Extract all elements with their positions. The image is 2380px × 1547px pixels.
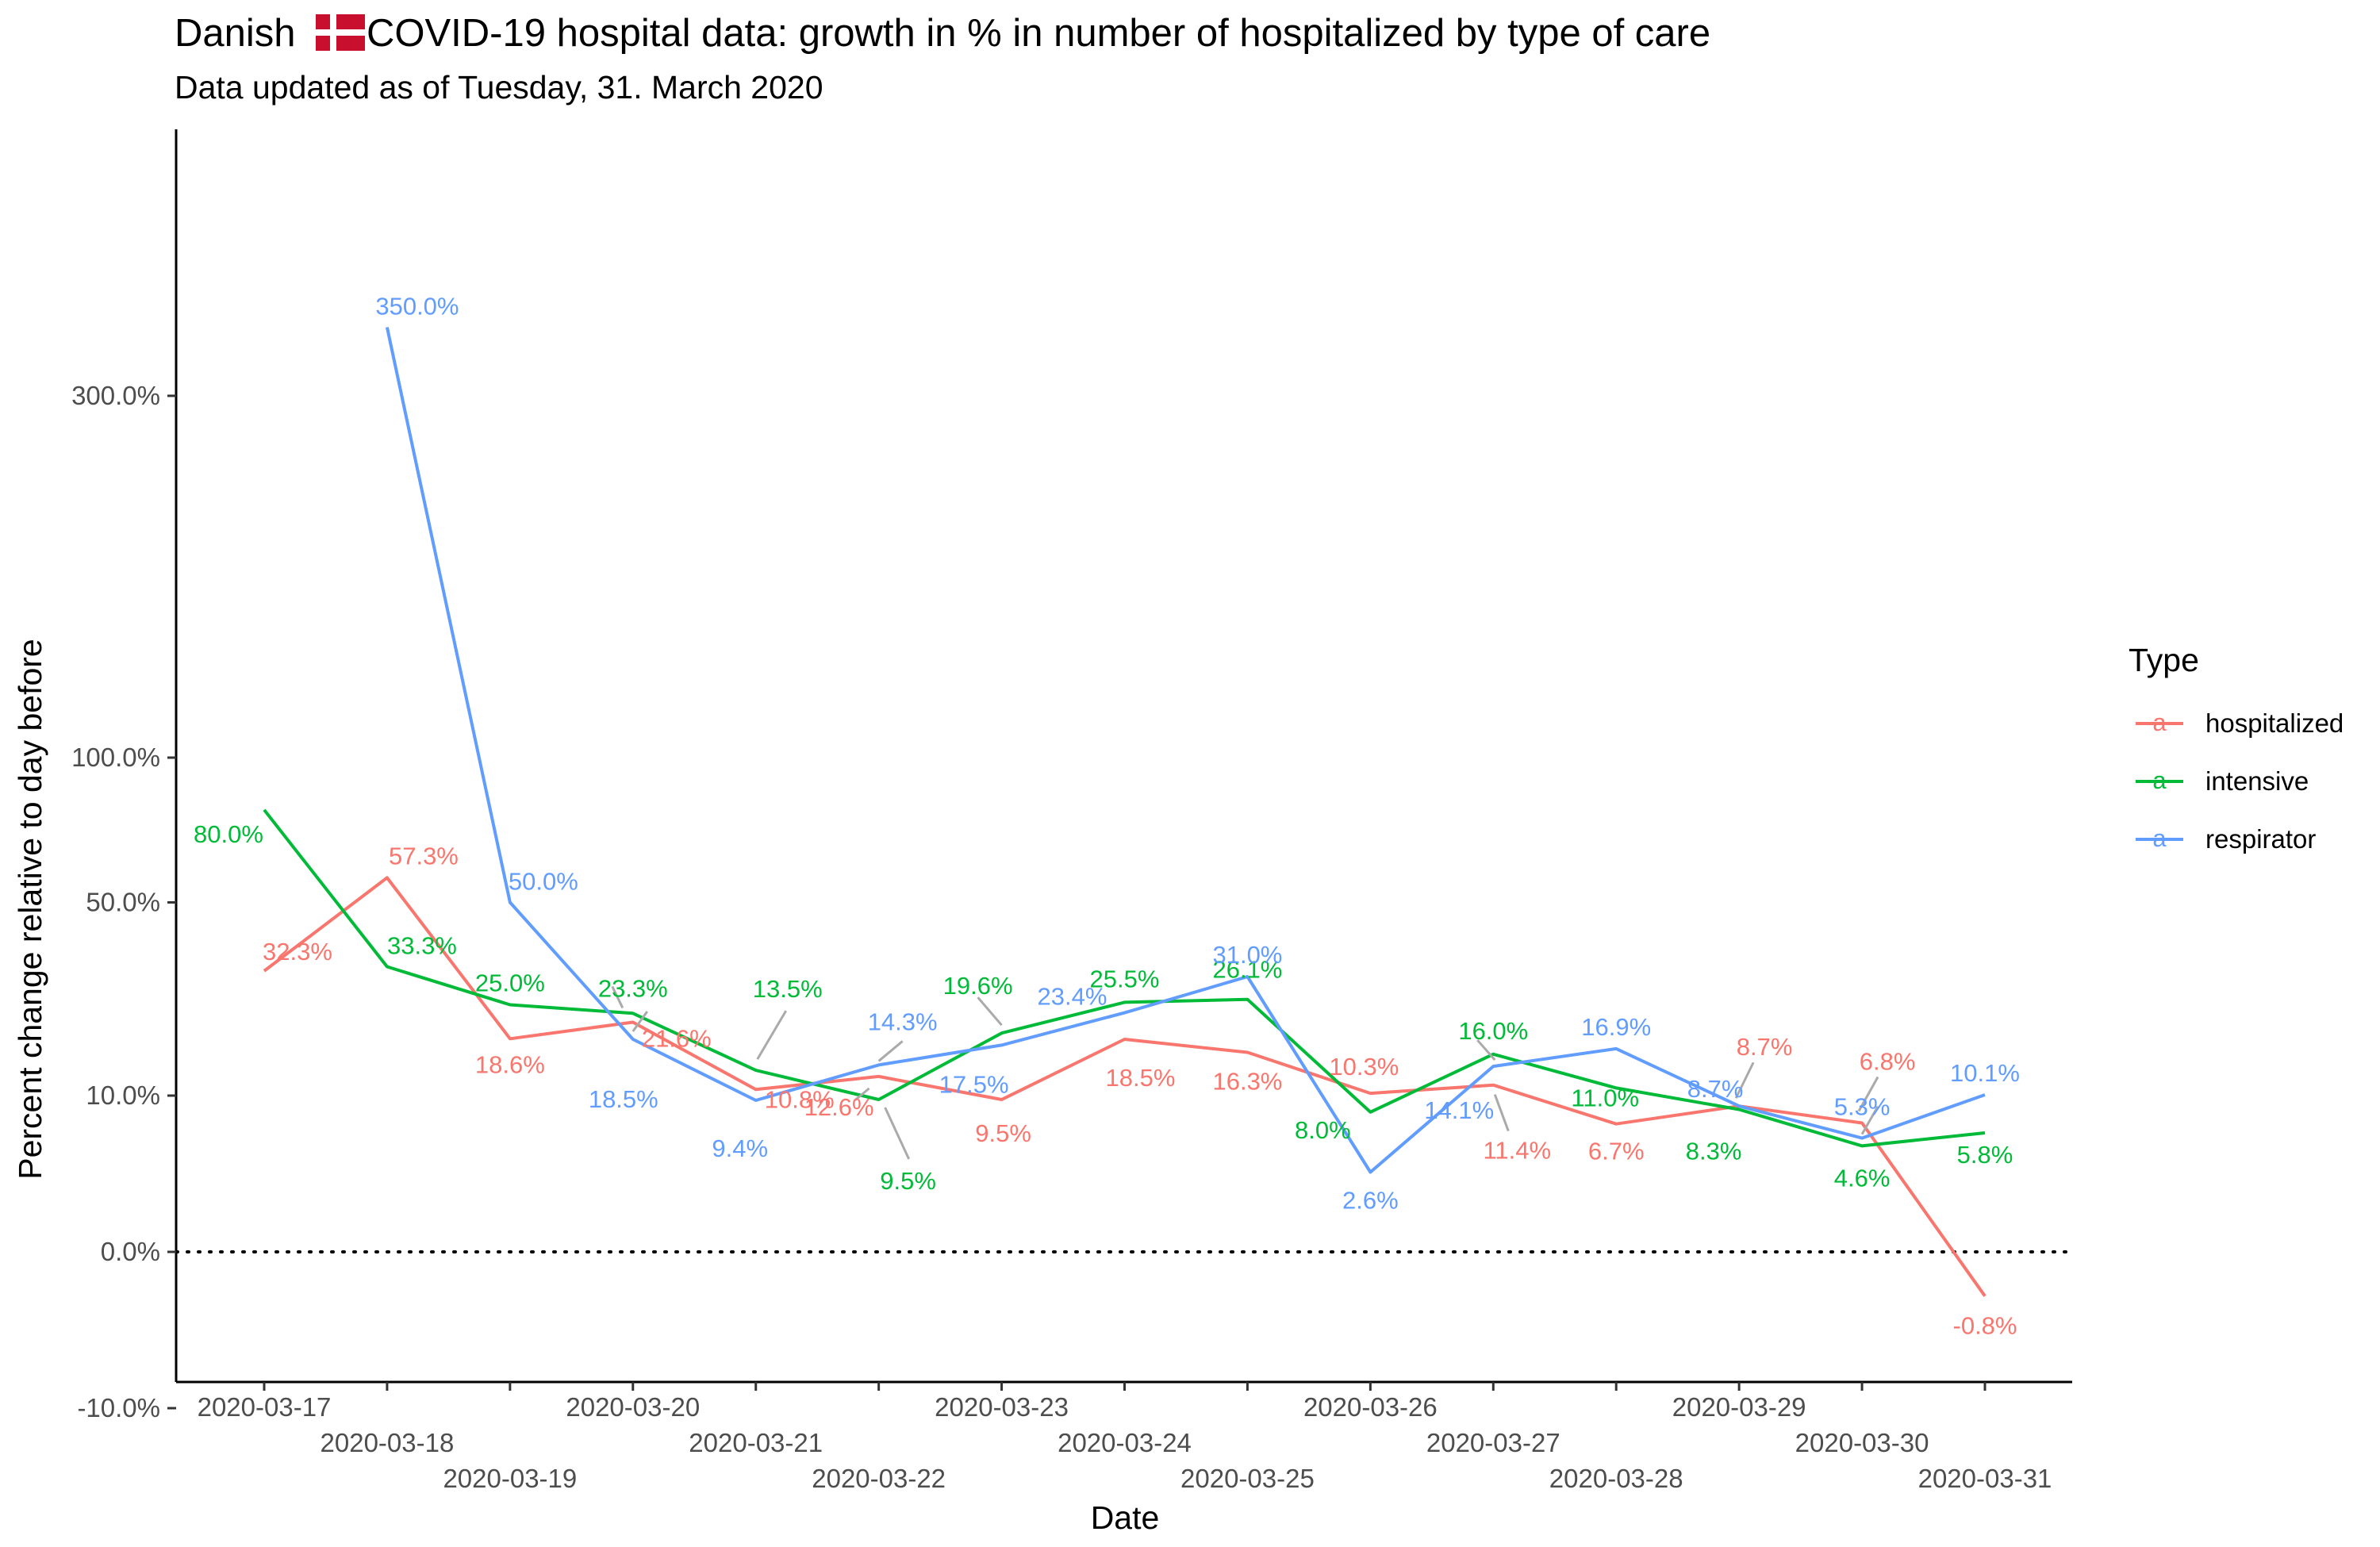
danish-flag-icon [316,14,365,51]
x-tick-label: 2020-03-23 [935,1392,1069,1422]
legend-label-intensive: intensive [2205,766,2309,796]
plot-area: -10.0% 0.0% 10.0% 50.0% 100.0% 300.0% 2020-03-… [71,129,2074,1493]
data-label-intensive: 25.5% [1090,965,1160,992]
data-label-respirator: 350.0% [375,292,459,320]
data-label-respirator: 10.1% [1950,1059,2020,1087]
label-leader-line [756,1010,788,1060]
data-label-hospitalized: 21.6% [642,1024,712,1052]
data-label-hospitalized: 6.8% [1860,1048,1916,1076]
series-line-intensive [263,808,1986,1148]
data-label-intensive: 4.6% [1834,1164,1891,1192]
chart-subtitle: Data updated as of Tuesday, 31. March 20… [175,69,823,106]
label-leader-line [611,985,624,1009]
legend: Type a hospitalized a intensive a respirator [2129,642,2344,854]
x-tick-label: 2020-03-20 [566,1392,700,1422]
x-tick-label: 2020-03-27 [1426,1428,1560,1457]
label-leader-line [1493,1094,1510,1132]
label-leader-line [877,1040,904,1062]
chart-title: Danish COVID-19 hospital data: growth in… [175,12,1710,55]
label-leader-line [1734,1061,1755,1099]
x-tick-label: 2020-03-17 [198,1392,332,1422]
x-tick-label: 2020-03-28 [1549,1464,1683,1493]
y-tick-label: 100.0% [71,743,160,772]
series-line-hospitalized [263,876,1987,1297]
data-label-intensive: 16.0% [1458,1017,1528,1045]
x-tick-label: 2020-03-30 [1795,1428,1929,1457]
y-tick-label: 300.0% [71,381,160,410]
label-leader-line [884,1107,911,1160]
data-label-hospitalized: -0.8% [1953,1312,2017,1340]
legend-key-glyph: a [2152,766,2167,794]
x-tick-label: 2020-03-24 [1058,1428,1192,1457]
data-label-hospitalized: 10.3% [1329,1053,1399,1081]
data-label-hospitalized: 12.6% [804,1093,874,1121]
data-label-respirator: 16.9% [1581,1013,1651,1041]
data-label-intensive: 13.5% [753,975,823,1003]
data-label-intensive: 8.3% [1686,1138,1742,1165]
data-label-respirator: 5.3% [1834,1093,1891,1121]
data-label-respirator: 50.0% [509,867,578,895]
data-label-respirator: 2.6% [1342,1187,1399,1215]
data-label-intensive: 11.0% [1571,1084,1639,1111]
legend-key-glyph: a [2152,708,2167,736]
x-tick-label: 2020-03-19 [443,1464,577,1493]
legend-label-hospitalized: hospitalized [2205,708,2344,738]
data-label-hospitalized: 16.3% [1212,1067,1282,1095]
data-label-hospitalized: 57.3% [389,842,459,869]
x-tick-label: 2020-03-31 [1918,1464,2052,1493]
data-label-respirator: 31.0% [1212,941,1282,969]
data-label-intensive: 25.0% [475,969,545,997]
y-axis-title: Percent change relative to day before [12,639,48,1180]
label-leader-line [854,1087,870,1102]
data-label-respirator: 9.4% [712,1134,768,1162]
label-leader-line [977,996,1003,1027]
data-label-hospitalized: 10.8% [765,1085,835,1113]
data-label-hospitalized: 18.6% [475,1050,545,1078]
label-leader-line [1857,1076,1879,1112]
y-tick-label: 50.0% [86,887,160,916]
data-label-intensive: 8.0% [1295,1116,1351,1144]
data-label-hospitalized: 32.3% [263,938,332,965]
data-label-hospitalized: 9.5% [975,1119,1031,1147]
data-label-hospitalized: 6.7% [1588,1138,1645,1165]
y-tick-label: 10.0% [86,1081,160,1110]
data-label-respirator: 17.5% [939,1070,1009,1098]
legend-title: Type [2129,642,2199,678]
data-label-hospitalized: 18.5% [1106,1064,1176,1092]
label-leader-line [631,1011,649,1032]
data-label-respirator: 18.5% [589,1085,658,1113]
data-label-respirator: 14.3% [868,1008,938,1035]
legend-key-glyph: a [2152,824,2167,852]
data-label-respirator: 8.7% [1687,1075,1744,1103]
data-label-intensive: 19.6% [943,972,1013,1000]
chart-title-rest: COVID-19 hospital data: growth in % in n… [367,12,1710,55]
x-tick-label: 2020-03-29 [1672,1392,1806,1422]
series-line-respirator [385,327,1986,1174]
data-label-intensive: 23.3% [598,974,668,1002]
y-tick-label: 0.0% [101,1237,160,1266]
x-tick-label: 2020-03-18 [321,1428,455,1457]
data-label-respirator: 14.1% [1424,1096,1494,1124]
data-label-intensive: 80.0% [194,820,263,848]
x-tick-label: 2020-03-26 [1303,1392,1438,1422]
data-label-hospitalized: 8.7% [1737,1033,1793,1061]
data-label-respirator: 23.4% [1038,983,1107,1011]
data-label-hospitalized: 11.4% [1483,1137,1551,1165]
data-label-intensive: 9.5% [880,1167,936,1195]
label-leader-line [1860,1105,1879,1135]
data-label-intensive: 26.1% [1212,956,1282,984]
x-axis-title: Date [1091,1499,1160,1536]
label-leader-line [1476,1039,1496,1061]
x-tick-label: 2020-03-25 [1180,1464,1315,1493]
chart-title-text: Danish [175,12,296,55]
data-label-intensive: 33.3% [387,931,457,959]
x-tick-label: 2020-03-21 [689,1428,823,1457]
y-tick-label: -10.0% [77,1393,160,1422]
data-label-intensive: 5.8% [1957,1141,2013,1169]
legend-label-respirator: respirator [2205,824,2316,854]
x-tick-label: 2020-03-22 [812,1464,946,1493]
